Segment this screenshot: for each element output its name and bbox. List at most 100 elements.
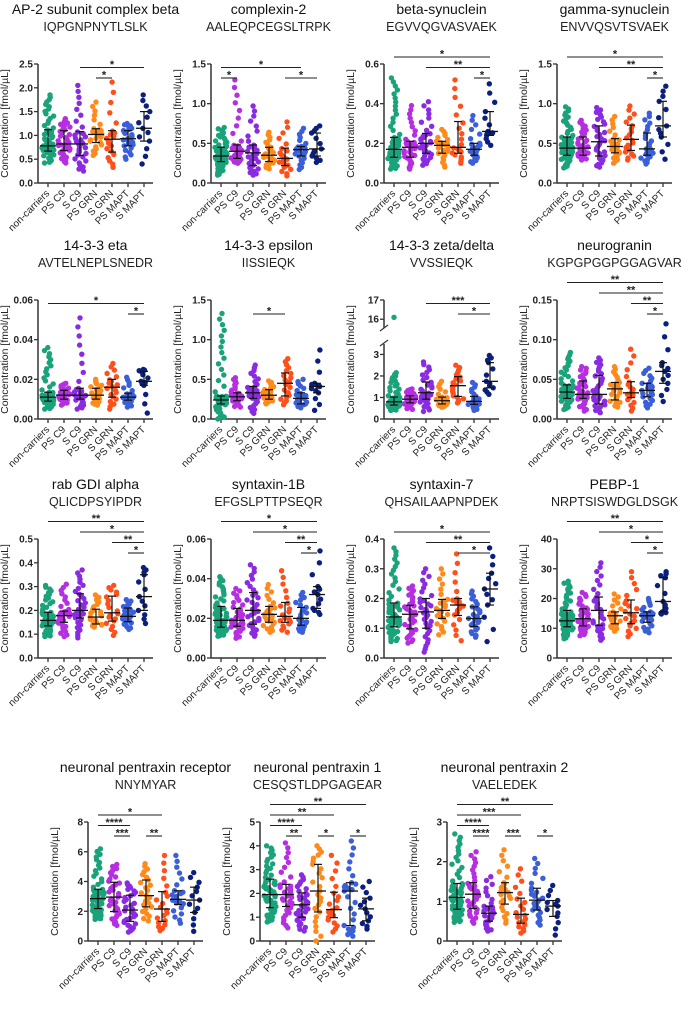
data-point	[215, 377, 222, 384]
data-point	[93, 854, 99, 860]
data-point	[388, 75, 395, 81]
data-point	[597, 131, 603, 138]
data-point	[424, 374, 430, 381]
data-point	[392, 83, 398, 89]
data-point	[41, 153, 47, 159]
data-point	[296, 893, 303, 900]
data-point	[131, 888, 137, 894]
data-point	[41, 160, 48, 166]
data-point	[153, 897, 160, 903]
data-point	[597, 112, 603, 118]
data-point	[122, 894, 128, 901]
data-point	[316, 609, 322, 616]
data-point	[104, 385, 110, 391]
chart-panel: beta-synuclein EGVVQGVASVAEK Concentration…	[345, 0, 521, 250]
data-point	[93, 144, 99, 150]
data-point	[624, 367, 630, 373]
data-point	[444, 611, 451, 618]
data-point	[218, 596, 224, 602]
data-point	[426, 115, 432, 121]
data-point	[332, 868, 339, 874]
data-point	[79, 124, 86, 130]
data-point	[335, 894, 342, 900]
data-point	[73, 118, 79, 124]
data-point	[169, 892, 175, 898]
y-tick-label: 0.4	[19, 558, 33, 569]
data-point	[633, 586, 640, 593]
data-point	[592, 373, 598, 379]
data-point	[663, 569, 669, 575]
data-point	[311, 589, 318, 595]
data-point	[625, 142, 631, 148]
data-point	[277, 603, 284, 609]
data-point	[599, 625, 606, 632]
data-point	[170, 908, 177, 914]
data-point	[214, 393, 220, 399]
data-point	[78, 112, 84, 118]
y-tick-label: 0	[373, 415, 379, 426]
data-point	[280, 130, 286, 136]
data-point	[264, 592, 270, 599]
chart-title: neurogranin	[577, 237, 652, 253]
data-point	[654, 582, 661, 589]
y-axis-label: Concentration [fmol/µL]	[345, 305, 357, 414]
chart-panel: neurogranin KGPGPGGPGGAGVAR Concentration …	[518, 236, 693, 486]
data-point	[276, 135, 282, 142]
data-point	[631, 618, 638, 624]
data-point	[319, 875, 325, 881]
data-point	[116, 880, 123, 886]
data-point	[591, 123, 597, 130]
data-point	[452, 77, 458, 83]
data-point	[385, 393, 392, 399]
data-point	[219, 322, 226, 328]
y-tick-label: 3	[249, 865, 255, 876]
chart-svg: neurogranin KGPGPGGPGGAGVAR Concentration …	[518, 237, 682, 470]
significance-label: *	[102, 70, 107, 82]
y-tick-label: 0.6	[365, 60, 379, 71]
data-point	[522, 899, 528, 906]
data-point	[456, 125, 462, 131]
data-point	[458, 638, 464, 644]
data-point	[552, 932, 558, 938]
data-point	[285, 600, 291, 606]
data-point	[106, 902, 112, 909]
data-point	[419, 372, 426, 378]
data-point	[438, 566, 444, 572]
data-point	[575, 618, 581, 624]
data-point	[602, 398, 608, 404]
data-point	[618, 606, 624, 612]
data-point	[450, 380, 456, 386]
significance-label: *	[472, 306, 477, 318]
data-point	[58, 603, 64, 610]
data-point	[411, 139, 417, 146]
data-point	[221, 124, 227, 131]
data-point	[313, 938, 319, 944]
data-point	[349, 852, 355, 858]
data-point	[106, 585, 112, 591]
data-point	[575, 140, 581, 146]
data-point	[218, 344, 224, 350]
data-point	[79, 567, 85, 573]
axis-break-mark	[379, 324, 389, 332]
data-point	[456, 616, 463, 623]
data-point	[246, 144, 252, 150]
y-tick-label: 4	[249, 841, 255, 852]
data-point	[190, 922, 197, 928]
data-point	[428, 618, 434, 625]
data-point	[628, 569, 635, 575]
data-point	[62, 116, 68, 122]
data-point	[473, 598, 479, 605]
data-point	[574, 385, 580, 391]
data-point	[50, 599, 56, 605]
data-point	[145, 918, 151, 924]
data-point	[127, 149, 133, 156]
y-tick-label: 0.5	[19, 535, 33, 546]
data-point	[442, 389, 449, 395]
data-point	[612, 132, 618, 138]
data-point	[75, 598, 81, 604]
y-tick-label: 0.06	[14, 296, 34, 307]
data-point	[113, 120, 119, 126]
data-point	[82, 600, 89, 606]
y-tick-label: 8	[77, 818, 83, 829]
data-point	[147, 882, 153, 888]
